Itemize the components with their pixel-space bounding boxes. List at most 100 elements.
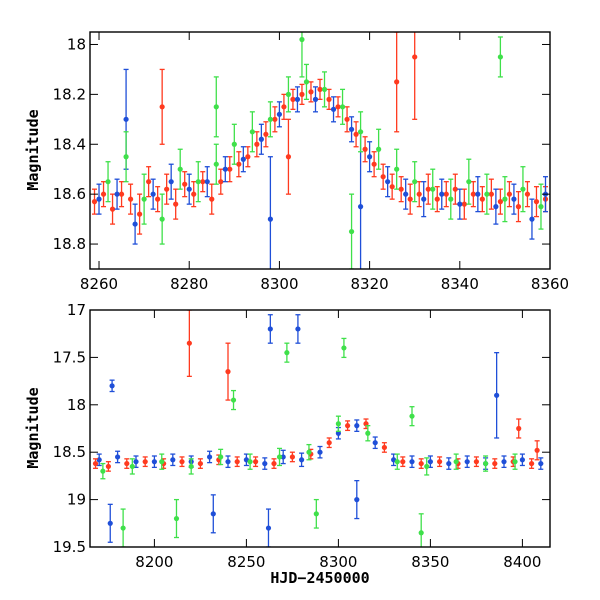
top-point-series-0 bbox=[389, 173, 395, 200]
data-point bbox=[177, 166, 183, 172]
top-point-series-1 bbox=[258, 123, 264, 155]
data-point bbox=[516, 425, 522, 432]
top-point-series-1 bbox=[385, 166, 391, 198]
data-point bbox=[230, 397, 237, 403]
data-point bbox=[511, 196, 517, 202]
data-point bbox=[394, 459, 400, 465]
data-point bbox=[394, 166, 400, 172]
top-point-series-1 bbox=[421, 181, 427, 218]
data-point bbox=[263, 131, 269, 137]
data-point bbox=[267, 116, 273, 122]
data-point bbox=[92, 460, 99, 467]
data-point bbox=[267, 326, 273, 332]
top-x-tick-label: 8340 bbox=[441, 275, 479, 293]
data-point bbox=[376, 146, 382, 152]
bottom-point-series-2 bbox=[120, 508, 126, 547]
data-point bbox=[285, 91, 292, 97]
top-plot-frame bbox=[89, 31, 551, 270]
top-point-series-1 bbox=[168, 163, 174, 200]
data-point bbox=[225, 459, 231, 465]
data-point bbox=[294, 96, 301, 102]
top-point-series-0 bbox=[218, 168, 224, 195]
data-point bbox=[289, 454, 295, 460]
data-point bbox=[299, 91, 305, 97]
bottom-point-series-2 bbox=[453, 453, 459, 470]
top-point-series-0 bbox=[290, 88, 296, 110]
top-x-tick-label: 8360 bbox=[531, 275, 569, 293]
bottom-axis-ticks: 8200 8250 8300 8350 8400 17 17.5 18 18.5 19 19.5 bbox=[53, 301, 550, 571]
bottom-point-series-2 bbox=[284, 342, 290, 363]
top-x-tick-label: 8300 bbox=[260, 275, 298, 293]
data-point bbox=[353, 131, 359, 137]
data-point bbox=[493, 204, 499, 210]
top-point-series-0 bbox=[263, 121, 269, 148]
top-point-series-1 bbox=[96, 183, 102, 215]
data-point bbox=[385, 179, 391, 185]
top-point-series-0 bbox=[443, 181, 449, 208]
top-point-series-1 bbox=[367, 141, 373, 173]
data-point bbox=[520, 186, 526, 192]
data-point bbox=[218, 454, 224, 460]
top-point-series-0 bbox=[461, 188, 467, 220]
bottom-point-series-2 bbox=[409, 406, 415, 427]
top-point-series-2 bbox=[520, 166, 526, 213]
data-point bbox=[159, 104, 165, 110]
top-y-tick-label: 18.4 bbox=[53, 135, 86, 153]
data-point bbox=[258, 136, 264, 142]
top-point-series-2 bbox=[105, 161, 111, 203]
bottom-point-series-1 bbox=[516, 418, 522, 439]
bottom-point-series-1 bbox=[289, 451, 295, 463]
data-point bbox=[494, 392, 500, 398]
bottom-point-series-2 bbox=[218, 448, 224, 466]
data-point bbox=[272, 116, 278, 122]
data-point bbox=[115, 454, 121, 460]
data-point bbox=[330, 106, 337, 112]
data-point bbox=[142, 459, 148, 465]
data-point bbox=[339, 104, 346, 110]
data-point bbox=[533, 199, 540, 205]
data-point bbox=[400, 459, 406, 465]
top-point-series-1 bbox=[267, 156, 273, 269]
data-point bbox=[240, 156, 246, 162]
data-point bbox=[290, 96, 296, 102]
data-point bbox=[484, 191, 490, 197]
top-point-series-0 bbox=[254, 131, 260, 158]
data-point bbox=[357, 204, 364, 210]
data-point bbox=[173, 201, 179, 207]
data-point bbox=[141, 196, 147, 202]
bottom-x-tick-label: 8300 bbox=[319, 553, 357, 571]
data-point bbox=[225, 369, 231, 375]
top-point-series-2 bbox=[448, 178, 454, 220]
bottom-x-tick-label: 8250 bbox=[227, 553, 265, 571]
bottom-point-series-1 bbox=[253, 456, 259, 468]
data-point bbox=[371, 161, 377, 167]
bottom-panel: 8200 8250 8300 8350 8400 17 17.5 18 18.5 19 19.5 M… bbox=[24, 301, 551, 587]
data-point bbox=[418, 530, 424, 536]
top-panel: 8260 8280 8300 8320 8340 8360 18 18.2 18.4 18.6 18… bbox=[24, 31, 569, 293]
top-point-series-2 bbox=[466, 158, 472, 205]
data-point bbox=[146, 179, 152, 185]
top-point-series-1 bbox=[312, 86, 319, 113]
bottom-point-series-0 bbox=[295, 314, 301, 344]
bottom-point-series-2 bbox=[365, 425, 371, 442]
data-point bbox=[534, 447, 540, 453]
data-point bbox=[254, 141, 260, 147]
top-point-series-2 bbox=[412, 161, 418, 203]
data-point bbox=[515, 204, 522, 210]
data-point bbox=[479, 196, 485, 202]
bottom-point-series-2 bbox=[512, 453, 518, 470]
data-point bbox=[137, 211, 143, 217]
top-point-series-0 bbox=[515, 191, 522, 223]
bottom-point-series-2 bbox=[173, 498, 180, 539]
bottom-point-series-2 bbox=[418, 513, 424, 547]
data-point bbox=[280, 454, 286, 460]
top-point-series-0 bbox=[335, 96, 341, 118]
bottom-point-series-1 bbox=[186, 310, 192, 378]
data-point bbox=[186, 340, 192, 346]
top-point-series-0 bbox=[109, 193, 116, 225]
bottom-point-series-0 bbox=[225, 455, 231, 469]
bottom-point-series-2 bbox=[230, 389, 237, 411]
data-point bbox=[538, 460, 544, 467]
data-point bbox=[416, 191, 422, 197]
top-point-series-1 bbox=[403, 178, 409, 210]
